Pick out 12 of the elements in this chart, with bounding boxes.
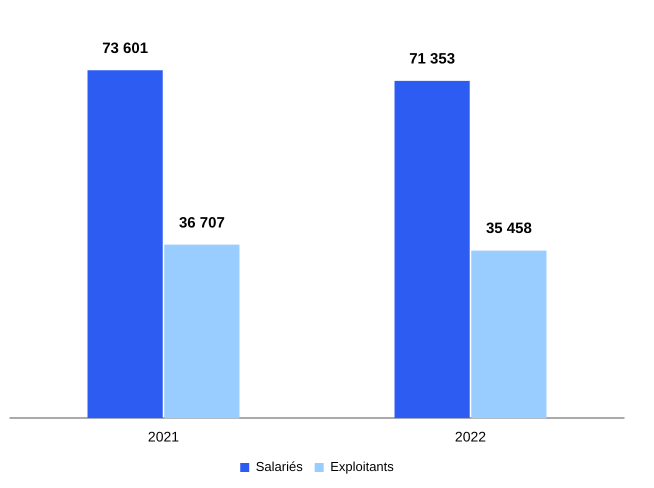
x-tick-label: 2022	[454, 428, 486, 444]
legend-label: Exploitants	[330, 459, 394, 474]
legend-label: Salariés	[256, 459, 304, 474]
data-label: 73 601	[102, 40, 148, 57]
bar	[88, 70, 163, 418]
bar	[164, 244, 240, 418]
data-label: 36 707	[178, 214, 225, 232]
data-label: 35 458	[486, 220, 532, 238]
data-label: 71 353	[409, 50, 456, 68]
x-tick-label: 2021	[148, 428, 180, 444]
bar	[394, 80, 470, 418]
bar	[471, 250, 546, 418]
